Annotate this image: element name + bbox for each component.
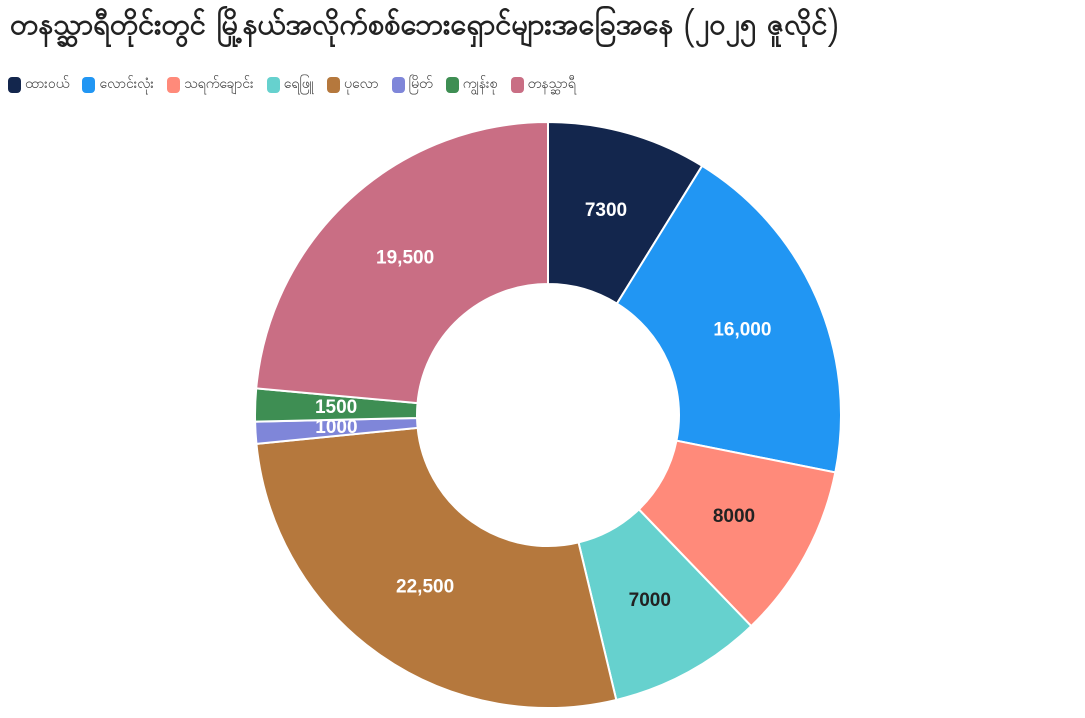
svg-text:1500: 1500: [315, 397, 357, 418]
svg-text:1000: 1000: [315, 417, 357, 438]
svg-text:8000: 8000: [713, 506, 755, 527]
svg-text:22,500: 22,500: [396, 577, 454, 598]
svg-text:16,000: 16,000: [713, 320, 771, 341]
svg-text:7300: 7300: [585, 200, 627, 221]
svg-text:7000: 7000: [629, 590, 671, 611]
svg-text:19,500: 19,500: [376, 247, 434, 268]
